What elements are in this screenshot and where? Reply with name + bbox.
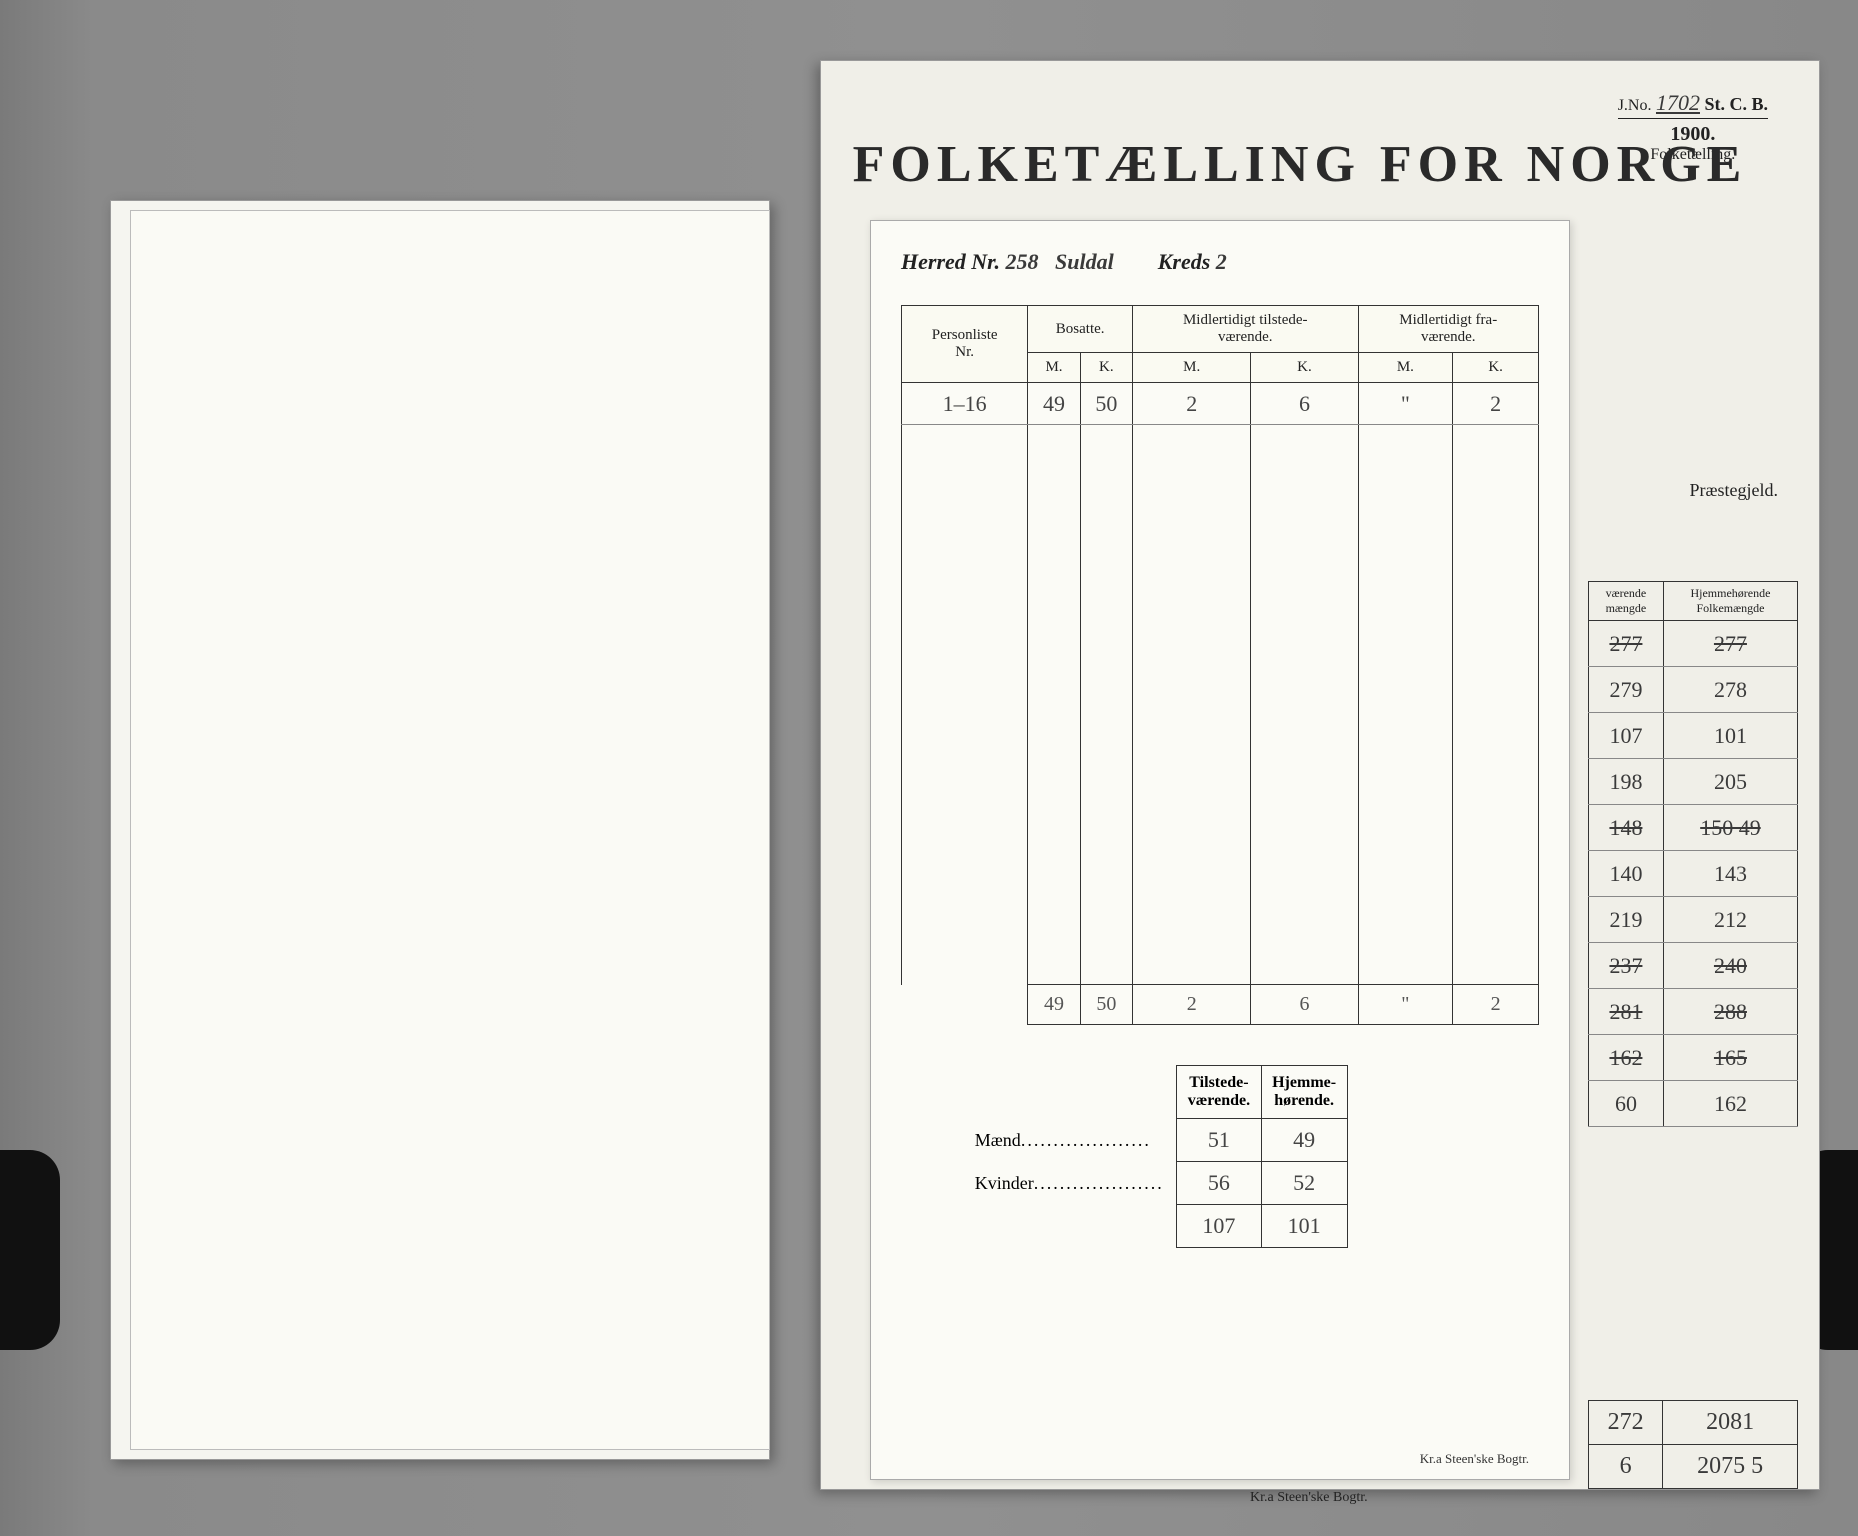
maend-h: 49 xyxy=(1261,1119,1347,1162)
left-blank-page-overlay xyxy=(130,210,770,1450)
col-fk: K. xyxy=(1453,353,1539,383)
scb-label: St. C. B. xyxy=(1704,94,1768,114)
side-column: Præstegjeld. værende mængde Hjemmehørend… xyxy=(1588,470,1798,1127)
census-form-sheet: Herred Nr. 258 Suldal Kreds 2 Personlist… xyxy=(870,220,1570,1480)
personliste-label: Personliste xyxy=(932,327,998,343)
side-cell-a: 140 xyxy=(1589,851,1664,897)
side-cell-a: 198 xyxy=(1589,759,1664,805)
side-total-block: 272 2081 6 2075 5 xyxy=(1588,1400,1798,1489)
col-bk: K. xyxy=(1080,353,1132,383)
col-tm: M. xyxy=(1133,353,1251,383)
side-cell-a: 219 xyxy=(1589,897,1664,943)
side-cell-b: 165 xyxy=(1663,1035,1797,1081)
side-row: 277277 xyxy=(1589,621,1798,667)
side-cell-a: 281 xyxy=(1589,989,1664,1035)
cell-bk: 50 xyxy=(1080,383,1132,425)
side-total-a: 272 xyxy=(1589,1401,1663,1445)
side-total2-a: 6 xyxy=(1589,1445,1663,1489)
printer-credit-outer: Kr.a Steen'ske Bogtr. xyxy=(1250,1490,1368,1506)
herred-name: Suldal xyxy=(1055,249,1114,274)
tot-tm: 2 xyxy=(1133,985,1251,1025)
side-cell-b: 162 xyxy=(1663,1081,1797,1127)
tot-h: 101 xyxy=(1261,1205,1347,1248)
herred-line: Herred Nr. 258 Suldal Kreds 2 xyxy=(901,249,1539,275)
kv-t: 56 xyxy=(1177,1162,1261,1205)
side-row: 60162 xyxy=(1589,1081,1798,1127)
kreds-label: Kreds xyxy=(1158,249,1211,274)
side-cell-a: 107 xyxy=(1589,713,1664,759)
table-blank-area xyxy=(902,425,1539,985)
side-table: værende mængde Hjemmehørende Folkemængde… xyxy=(1588,581,1798,1127)
col-personliste: Personliste Nr. xyxy=(902,306,1028,383)
side-cell-b: 277 xyxy=(1663,621,1797,667)
col-bosatte: Bosatte. xyxy=(1028,306,1133,353)
side-cell-a: 162 xyxy=(1589,1035,1664,1081)
binder-clip-left xyxy=(0,1150,60,1350)
col-fm: M. xyxy=(1358,353,1453,383)
side-row: 237240 xyxy=(1589,943,1798,989)
side-row: 281288 xyxy=(1589,989,1798,1035)
herred-label: Herred Nr. xyxy=(901,249,1000,274)
tot-tk: 6 xyxy=(1251,985,1358,1025)
side-cell-a: 148 xyxy=(1589,805,1664,851)
side-row: 148150 49 xyxy=(1589,805,1798,851)
banner-title: FOLKETÆLLING FOR NORGE xyxy=(850,135,1750,194)
side-cell-a: 277 xyxy=(1589,621,1664,667)
side-total2-b: 2075 5 xyxy=(1663,1445,1798,1489)
side-cell-b: 212 xyxy=(1663,897,1797,943)
side-cell-b: 278 xyxy=(1663,667,1797,713)
main-table: Personliste Nr. Bosatte. Midlertidigt ti… xyxy=(901,305,1539,1025)
printer-credit-inner: Kr.a Steen'ske Bogtr. xyxy=(1420,1451,1529,1467)
side-row: 219212 xyxy=(1589,897,1798,943)
side-h2: Hjemmehørende Folkemængde xyxy=(1663,582,1797,621)
summary-table: Tilstede- værende. Hjemme- hørende. Mænd… xyxy=(965,1065,1348,1248)
side-cell-b: 240 xyxy=(1663,943,1797,989)
tot-fk: 2 xyxy=(1453,985,1539,1025)
tot-bk: 50 xyxy=(1080,985,1132,1025)
side-total-b: 2081 xyxy=(1663,1401,1798,1445)
side-row: 279278 xyxy=(1589,667,1798,713)
side-cell-a: 237 xyxy=(1589,943,1664,989)
side-cell-a: 60 xyxy=(1589,1081,1664,1127)
col-mid-til: Midlertidigt tilstede- værende. xyxy=(1133,306,1359,353)
tot-bm: 49 xyxy=(1028,985,1080,1025)
table-row: 1–16 49 50 2 6 " 2 xyxy=(902,383,1539,425)
side-row: 198205 xyxy=(1589,759,1798,805)
sum-h-hj: Hjemme- hørende. xyxy=(1261,1066,1347,1119)
sum-h-til: Tilstede- værende. xyxy=(1177,1066,1261,1119)
praestegjeld-label: Præstegjeld. xyxy=(1588,480,1798,501)
side-row: 107101 xyxy=(1589,713,1798,759)
side-row: 140143 xyxy=(1589,851,1798,897)
side-cell-b: 101 xyxy=(1663,713,1797,759)
kvinder-label: Kvinder xyxy=(965,1162,1177,1205)
cell-fk: 2 xyxy=(1453,383,1539,425)
col-mid-fra: Midlertidigt fra- værende. xyxy=(1358,306,1539,353)
table-total-row: 49 50 2 6 " 2 xyxy=(902,985,1539,1025)
jno-value: 1702 xyxy=(1656,90,1700,115)
side-cell-b: 288 xyxy=(1663,989,1797,1035)
side-cell-b: 143 xyxy=(1663,851,1797,897)
cell-tm: 2 xyxy=(1133,383,1251,425)
maend-label: Mænd xyxy=(965,1119,1177,1162)
side-row: 162165 xyxy=(1589,1035,1798,1081)
cell-fm: " xyxy=(1358,383,1453,425)
side-cell-b: 150 49 xyxy=(1663,805,1797,851)
side-cell-a: 279 xyxy=(1589,667,1664,713)
maend-t: 51 xyxy=(1177,1119,1261,1162)
cell-bm: 49 xyxy=(1028,383,1080,425)
side-cell-b: 205 xyxy=(1663,759,1797,805)
nr-label: Nr. xyxy=(955,344,974,360)
col-tk: K. xyxy=(1251,353,1358,383)
cell-nr: 1–16 xyxy=(902,383,1028,425)
tot-t: 107 xyxy=(1177,1205,1261,1248)
col-bm: M. xyxy=(1028,353,1080,383)
jno-label: J.No. xyxy=(1618,97,1652,114)
herred-nr: 258 xyxy=(1006,249,1039,274)
kreds-value: 2 xyxy=(1216,249,1227,274)
side-h1: værende mængde xyxy=(1589,582,1664,621)
tot-fm: " xyxy=(1358,985,1453,1025)
cell-tk: 6 xyxy=(1251,383,1358,425)
kv-h: 52 xyxy=(1261,1162,1347,1205)
